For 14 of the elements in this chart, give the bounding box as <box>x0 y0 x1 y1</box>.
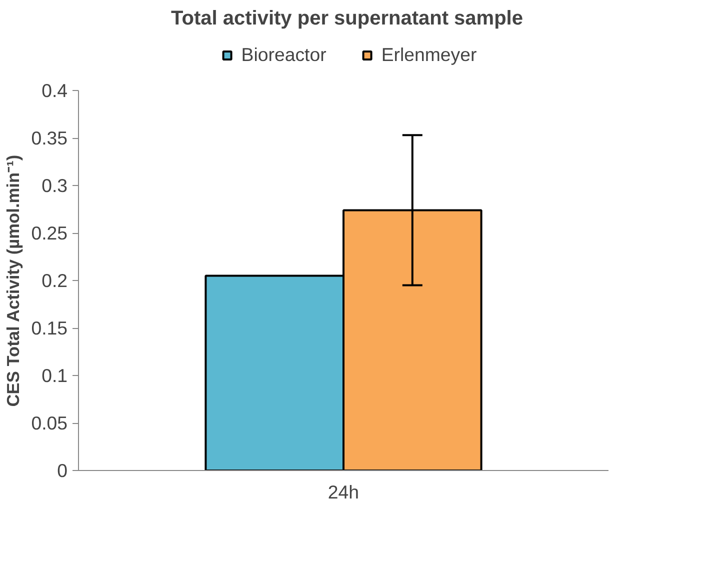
y-tick-label: 0.35 <box>31 128 68 148</box>
y-tick-label: 0 <box>57 460 68 481</box>
y-axis-title: CES Total Activity (µmol.min⁻¹) <box>3 154 24 407</box>
y-tick-label: 0.2 <box>42 270 68 291</box>
y-tick-label: 0.15 <box>31 318 68 338</box>
y-tick-label: 0.05 <box>31 412 68 434</box>
chart-title: Total activity per supernatant sample <box>171 8 523 30</box>
y-tick-label: 0.3 <box>42 175 68 196</box>
x-tick-label: 24h <box>328 482 360 502</box>
y-tick-label: 0.1 <box>42 365 68 386</box>
legend-label: Bioreactor <box>241 44 326 66</box>
legend-label: Erlenmeyer <box>381 44 477 66</box>
y-tick-label: 0.25 <box>31 222 68 244</box>
y-tick-label: 0.4 <box>42 80 68 101</box>
